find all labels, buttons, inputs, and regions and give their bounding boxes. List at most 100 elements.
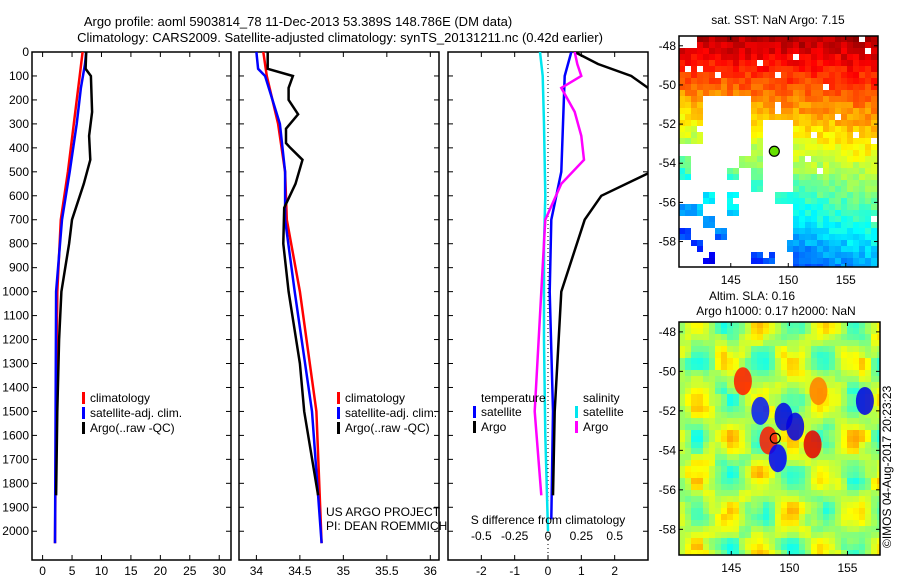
- map-cell: [727, 78, 733, 84]
- map-cell: [847, 496, 853, 502]
- map-cell: [691, 430, 697, 436]
- map-cell: [685, 334, 691, 340]
- map-cell: [739, 90, 745, 96]
- map-cell: [769, 532, 775, 538]
- map-cell: [829, 54, 835, 60]
- map-cell: [847, 150, 853, 156]
- map-cell: [685, 454, 691, 460]
- map-cell: [679, 502, 685, 508]
- map-cell: [847, 174, 853, 180]
- y-tick-label: -48: [659, 39, 677, 53]
- map-cell: [787, 370, 793, 376]
- map-cell: [715, 328, 721, 334]
- map-cell: [697, 406, 703, 412]
- map-cell: [745, 54, 751, 60]
- map-cell: [823, 108, 829, 114]
- map-cell: [727, 406, 733, 412]
- map-cell: [847, 466, 853, 472]
- map-cell: [745, 156, 751, 162]
- map-cell: [847, 114, 853, 120]
- map-cell: [787, 526, 793, 532]
- map-cell: [769, 478, 775, 484]
- map-cell: [769, 84, 775, 90]
- map-cell: [787, 240, 793, 246]
- map-cell: [679, 322, 685, 328]
- map-cell: [679, 78, 685, 84]
- map-cell: [823, 102, 829, 108]
- map-cell: [763, 42, 769, 48]
- map-cell: [775, 490, 781, 496]
- map-cell: [733, 442, 739, 448]
- map-cell: [823, 532, 829, 538]
- map-cell: [811, 60, 817, 66]
- map-cell: [727, 328, 733, 334]
- map-cell: [871, 162, 877, 168]
- map-cell: [799, 406, 805, 412]
- map-cell: [865, 180, 871, 186]
- map-cell: [841, 448, 847, 454]
- map-cell: [775, 532, 781, 538]
- map-cell: [853, 334, 859, 340]
- map-cell: [805, 538, 811, 544]
- map-cell: [805, 234, 811, 240]
- map-cell: [733, 478, 739, 484]
- map-cell: [859, 198, 865, 204]
- map-cell: [841, 222, 847, 228]
- map-cell: [733, 78, 739, 84]
- map-cell: [877, 382, 880, 388]
- map-cell: [769, 66, 775, 72]
- map-cell: [805, 174, 811, 180]
- map-cell: [703, 502, 709, 508]
- map-cell: [703, 198, 709, 204]
- map-cell: [691, 352, 697, 358]
- map-cell: [841, 322, 847, 328]
- map-cell: [835, 328, 841, 334]
- map-cell: [853, 192, 859, 198]
- map-cell: [691, 394, 697, 400]
- map-cell: [793, 138, 799, 144]
- map-cell: [697, 496, 703, 502]
- map-cell: [793, 234, 799, 240]
- y-tick-label: 100: [9, 69, 29, 83]
- map-cell: [835, 340, 841, 346]
- map-cell: [769, 526, 775, 532]
- map-cell: [871, 144, 877, 150]
- map-cell: [727, 484, 733, 490]
- map-cell: [811, 340, 817, 346]
- map-cell: [739, 406, 745, 412]
- map-cell: [751, 454, 757, 460]
- map-cell: [751, 418, 757, 424]
- map-cell: [793, 322, 799, 328]
- map-cell: [679, 430, 685, 436]
- sla-eddy: [855, 386, 874, 415]
- map-cell: [733, 400, 739, 406]
- map-cell: [739, 322, 745, 328]
- map-cell: [757, 328, 763, 334]
- map-cell: [745, 36, 751, 42]
- map-cell: [841, 442, 847, 448]
- map-cell: [739, 472, 745, 478]
- map-cell: [769, 406, 775, 412]
- map-cell: [865, 192, 871, 198]
- map-cell: [817, 66, 823, 72]
- map-cell: [823, 418, 829, 424]
- map-cell: [733, 346, 739, 352]
- map-cell: [745, 400, 751, 406]
- map-cell: [871, 520, 877, 526]
- map-cell: [847, 526, 853, 532]
- map-cell: [733, 54, 739, 60]
- map-cell: [709, 424, 715, 430]
- map-cell: [709, 376, 715, 382]
- map-cell: [715, 448, 721, 454]
- map-cell: [805, 382, 811, 388]
- map-cell: [811, 322, 817, 328]
- map-cell: [757, 156, 763, 162]
- map-cell: [739, 484, 745, 490]
- map-cell: [739, 400, 745, 406]
- map-cell: [685, 490, 691, 496]
- map-cell: [811, 520, 817, 526]
- map-cell: [823, 364, 829, 370]
- map-cell: [811, 466, 817, 472]
- map-cell: [691, 448, 697, 454]
- map-cell: [793, 340, 799, 346]
